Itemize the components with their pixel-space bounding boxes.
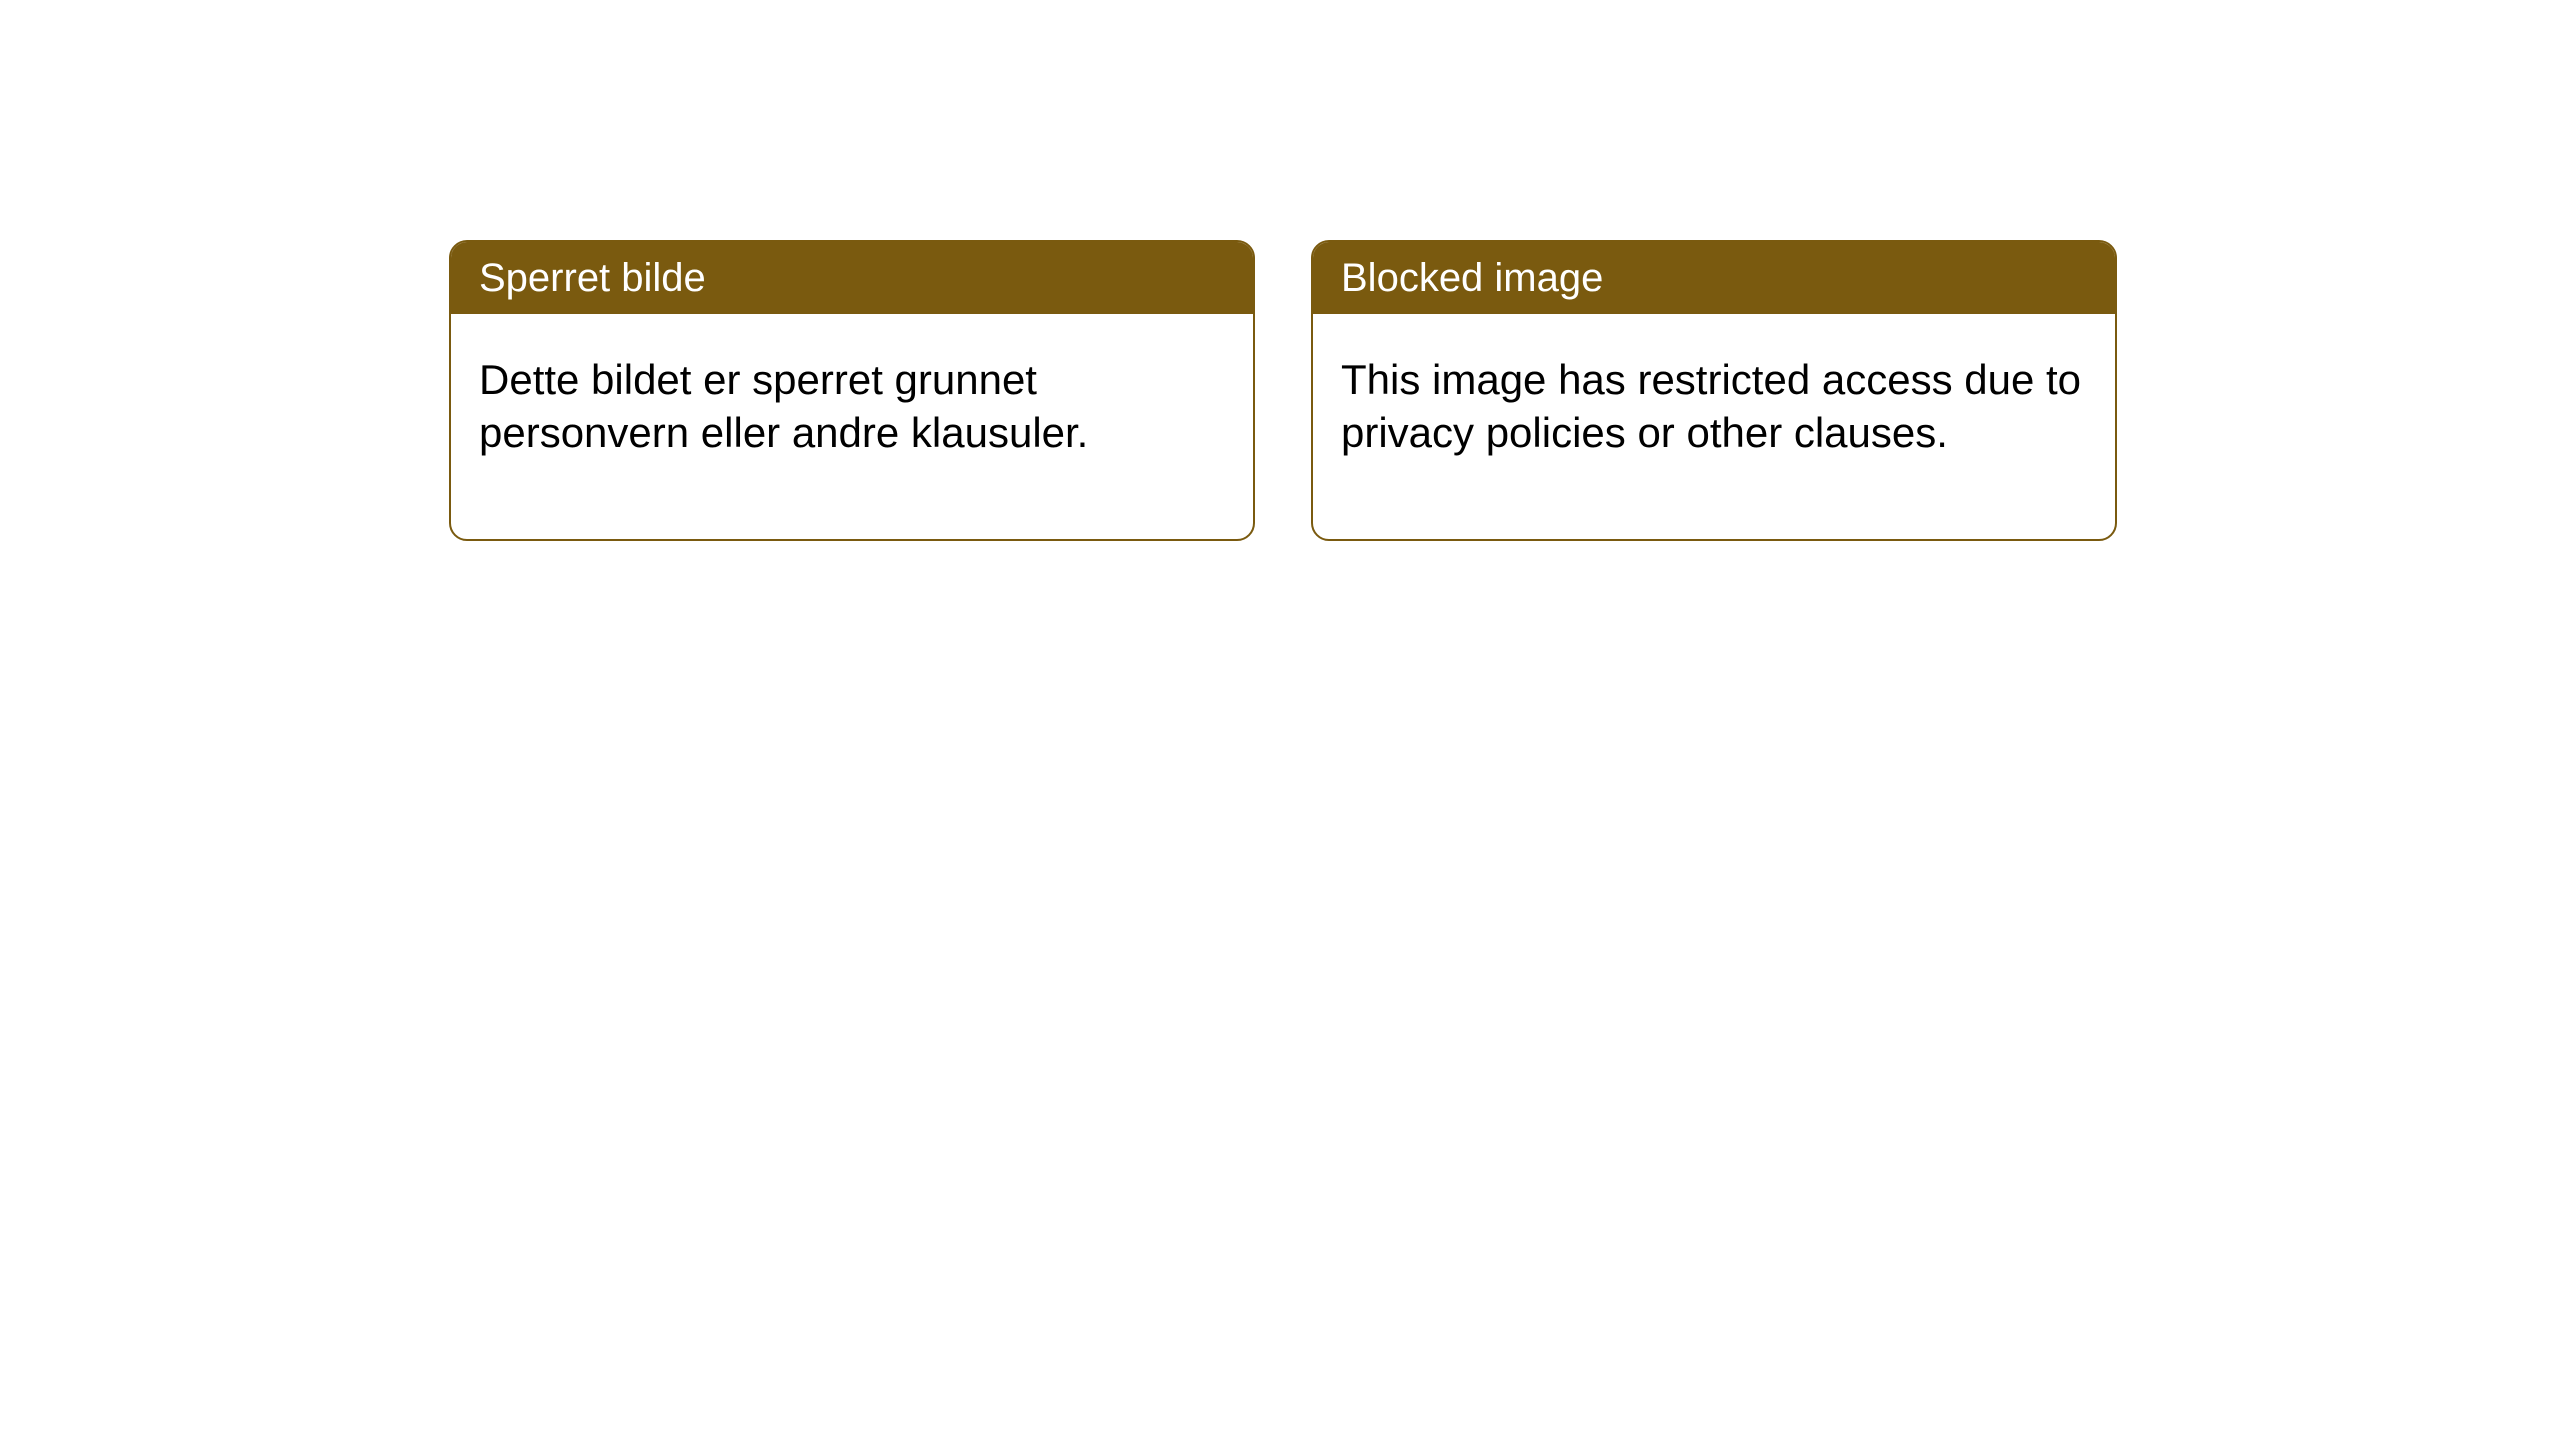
card-text-en: This image has restricted access due to … [1341,356,2081,456]
blocked-image-cards: Sperret bilde Dette bildet er sperret gr… [449,240,2117,541]
card-header-no: Sperret bilde [451,242,1253,314]
blocked-image-card-en: Blocked image This image has restricted … [1311,240,2117,541]
card-title-en: Blocked image [1341,256,1603,300]
blocked-image-card-no: Sperret bilde Dette bildet er sperret gr… [449,240,1255,541]
card-body-en: This image has restricted access due to … [1313,314,2115,539]
card-body-no: Dette bildet er sperret grunnet personve… [451,314,1253,539]
card-text-no: Dette bildet er sperret grunnet personve… [479,356,1088,456]
card-header-en: Blocked image [1313,242,2115,314]
card-title-no: Sperret bilde [479,256,706,300]
